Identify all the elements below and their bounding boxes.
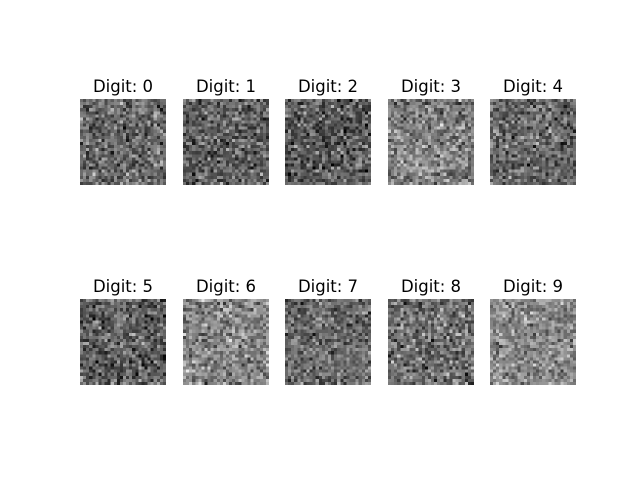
noise-image (388, 99, 474, 185)
noise-image (490, 99, 576, 185)
noise-image (80, 299, 166, 385)
noise-image (490, 299, 576, 385)
panel-title: Digit: 7 (297, 277, 359, 296)
noise-image (183, 299, 269, 385)
noise-image (183, 99, 269, 185)
panel-title: Digit: 3 (400, 77, 462, 96)
panel-title: Digit: 2 (297, 77, 359, 96)
noise-image (80, 99, 166, 185)
panel-title: Digit: 6 (195, 277, 257, 296)
panel-title: Digit: 5 (92, 277, 154, 296)
panel-title: Digit: 4 (502, 77, 564, 96)
panel-title: Digit: 1 (195, 77, 257, 96)
noise-image (388, 299, 474, 385)
noise-image (285, 299, 371, 385)
panel-title: Digit: 9 (502, 277, 564, 296)
noise-image (285, 99, 371, 185)
panel-title: Digit: 8 (400, 277, 462, 296)
panel-title: Digit: 0 (92, 77, 154, 96)
